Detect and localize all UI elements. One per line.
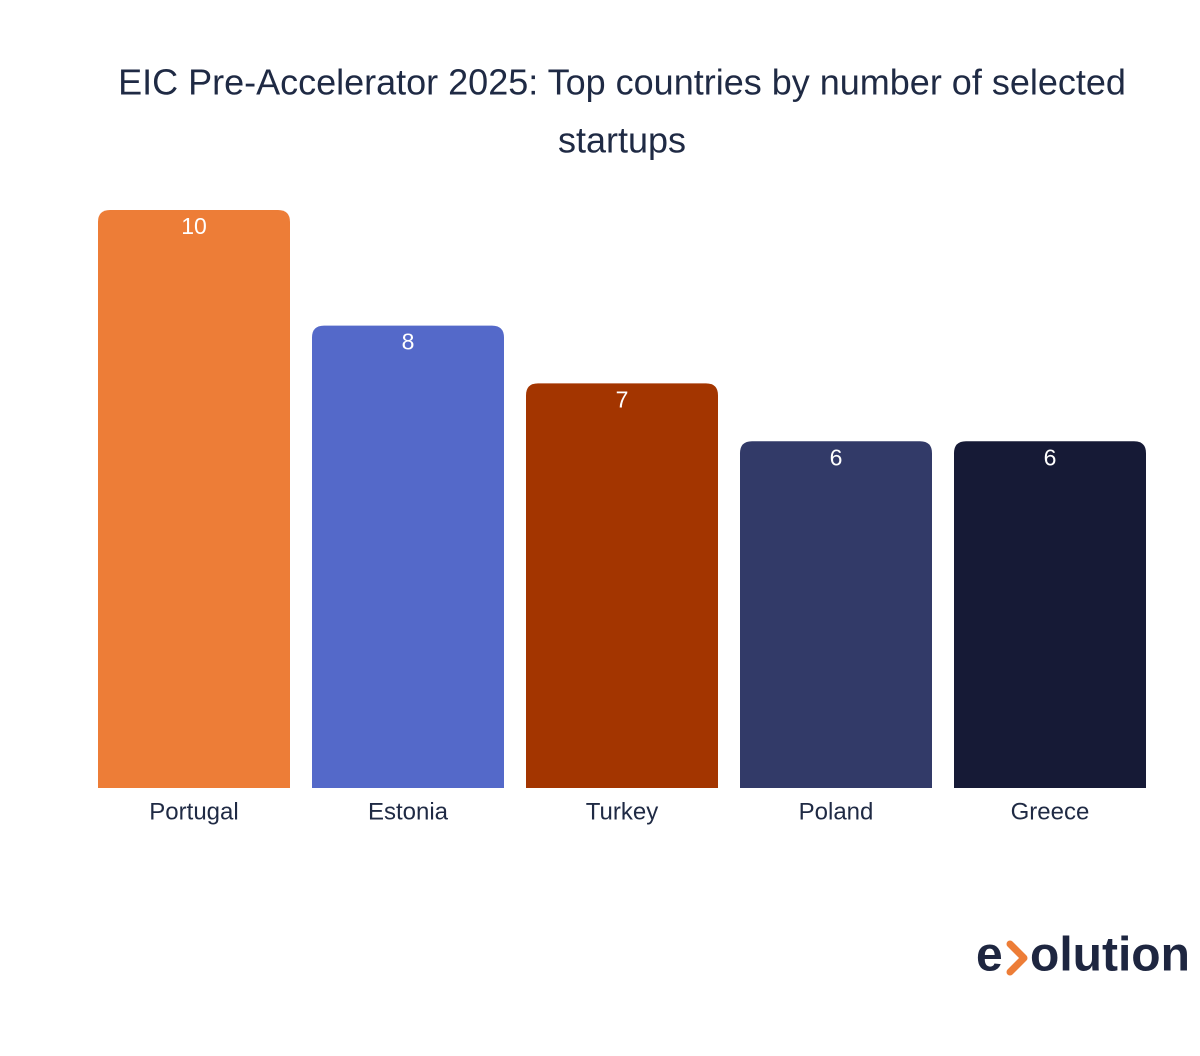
bar <box>740 441 932 788</box>
x-tick-label: Portugal <box>149 798 238 825</box>
value-label: 6 <box>830 444 843 470</box>
logo-text: olution <box>1030 929 1190 982</box>
value-label: 8 <box>402 329 415 355</box>
value-label: 7 <box>616 386 629 412</box>
value-label: 6 <box>1044 444 1057 470</box>
bar <box>98 210 290 788</box>
x-tick-label: Estonia <box>368 798 449 825</box>
bar <box>312 325 504 788</box>
logo-text: e <box>976 929 1003 982</box>
logo: e olution <box>976 929 1190 982</box>
logo-chevron <box>1006 940 1028 976</box>
x-tick-label: Poland <box>799 798 874 825</box>
x-tick-label: Greece <box>1011 798 1090 825</box>
bar <box>526 383 718 788</box>
value-label: 10 <box>181 213 207 239</box>
chart-title: EIC Pre-Accelerator 2025: Top countries … <box>118 62 1126 103</box>
chart-title: startups <box>558 120 686 161</box>
bar <box>954 441 1146 788</box>
x-tick-label: Turkey <box>586 798 658 825</box>
